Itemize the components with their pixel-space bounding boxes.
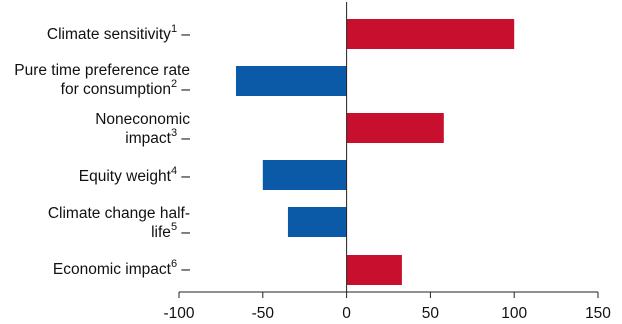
x-tick-label: 150 bbox=[585, 305, 611, 322]
x-tick-label: -50 bbox=[252, 305, 275, 322]
category-text: Equity weight bbox=[78, 168, 171, 185]
category-text: Pure time preference rate for consumptio… bbox=[14, 62, 190, 98]
bars-group bbox=[235, 19, 515, 285]
bar-6 bbox=[346, 255, 402, 285]
category-label-climate-sensitivity: Climate sensitivity1 – bbox=[46, 23, 190, 44]
x-tick-label: 50 bbox=[422, 305, 440, 322]
category-text: Noneconomic impact bbox=[95, 111, 190, 147]
footnote-marker: 3 bbox=[170, 127, 178, 139]
x-tick-label: -100 bbox=[163, 305, 194, 322]
category-label-noneconomic-impact: Noneconomic impact3 – bbox=[95, 111, 190, 147]
category-text: Climate change half-life bbox=[47, 205, 190, 241]
footnote-marker: 5 bbox=[170, 221, 178, 233]
footnote-marker: 6 bbox=[170, 258, 178, 270]
footnote-marker: 1 bbox=[170, 23, 178, 35]
footnote-marker: 2 bbox=[170, 78, 178, 90]
category-text: Climate sensitivity bbox=[46, 26, 171, 43]
bar-4 bbox=[262, 160, 347, 190]
x-axis-ticks: -100 -50 0 50 100 150 bbox=[163, 292, 611, 322]
bar-1 bbox=[346, 19, 515, 49]
category-text: Economic impact bbox=[52, 261, 171, 278]
category-label-time-preference: Pure time preference rate for consumptio… bbox=[14, 62, 190, 98]
bar-2 bbox=[235, 66, 347, 96]
x-tick-label: 0 bbox=[342, 305, 351, 322]
bar-5 bbox=[287, 207, 347, 237]
x-tick-label: 100 bbox=[501, 305, 527, 322]
bar-3 bbox=[346, 113, 444, 143]
category-label-equity-weight: Equity weight4 – bbox=[78, 165, 190, 186]
category-label-climate-half-life: Climate change half-life5 – bbox=[47, 205, 190, 241]
footnote-marker: 4 bbox=[170, 165, 178, 177]
category-label-economic-impact: Economic impact6 – bbox=[52, 258, 190, 279]
